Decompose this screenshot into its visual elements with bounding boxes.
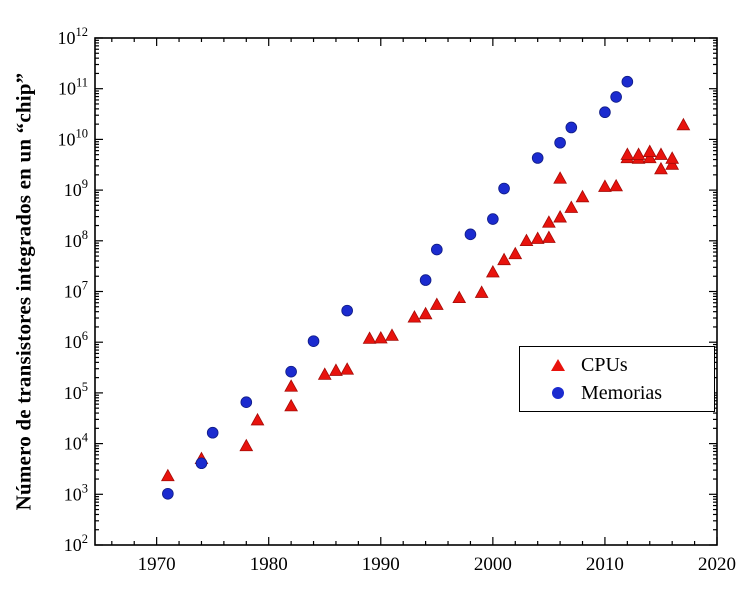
y-tick-label: 102 (64, 532, 88, 555)
y-tick-label: 1011 (58, 76, 88, 99)
data-point-cpu (329, 363, 343, 376)
y-tick-label: 103 (64, 481, 88, 504)
data-point-cpu (474, 285, 489, 298)
legend-label-memorias: Memorias (581, 382, 663, 404)
x-tick-label: 1980 (250, 554, 288, 575)
data-point-cpu (373, 330, 388, 344)
data-point-memoria (610, 91, 622, 103)
y-tick-label: 108 (64, 228, 88, 251)
data-point-cpu (239, 438, 254, 452)
data-point-cpu (609, 178, 624, 192)
plot-frame (94, 37, 718, 546)
data-point-memoria (599, 106, 611, 119)
data-point-memoria (431, 243, 443, 256)
data-point-memoria (464, 228, 477, 241)
data-point-memoria (554, 136, 566, 149)
memory-circle-icon (551, 387, 564, 399)
data-point-cpu (284, 398, 299, 412)
data-point-memoria (240, 396, 253, 409)
y-tick-label: 109 (64, 177, 88, 200)
data-point-cpu (553, 171, 567, 184)
data-point-cpu (452, 290, 467, 304)
legend-row-memorias: Memorias (520, 383, 714, 403)
data-point-cpu (429, 297, 444, 310)
data-point-cpu (620, 147, 635, 160)
data-point-cpu (642, 150, 657, 164)
data-point-cpu (160, 468, 175, 482)
y-tick-label: 1012 (58, 25, 89, 48)
x-tick-label: 1990 (362, 554, 400, 575)
data-point-cpu (530, 231, 545, 244)
data-point-cpu (575, 189, 590, 203)
x-tick-label: 2020 (698, 554, 736, 575)
data-point-memoria (531, 152, 544, 164)
data-point-cpu (631, 147, 646, 160)
data-point-cpu (519, 233, 534, 247)
data-point-cpu (676, 117, 691, 131)
legend-label-cpus: CPUs (581, 354, 628, 376)
y-tick-label: 1010 (58, 126, 89, 149)
x-tick-label: 2010 (586, 554, 624, 575)
data-point-cpu (508, 246, 523, 260)
data-point-memoria (487, 213, 499, 225)
data-point-memoria (341, 304, 353, 317)
data-point-memoria (621, 75, 634, 88)
data-point-memoria (206, 426, 219, 439)
x-tick-label: 1970 (138, 554, 176, 575)
legend: CPUs Memorias (519, 346, 715, 412)
data-point-cpu (497, 252, 511, 266)
data-point-cpu (485, 264, 500, 278)
x-tick-label: 2000 (474, 554, 512, 575)
y-tick-label: 107 (64, 279, 88, 302)
data-point-cpu (418, 306, 433, 320)
data-point-cpu (654, 147, 668, 160)
data-point-memoria (307, 335, 320, 347)
y-tick-label: 104 (64, 431, 89, 454)
data-point-memoria (419, 274, 432, 286)
data-point-cpu (564, 200, 579, 213)
data-point-cpu (542, 215, 556, 228)
data-point-cpu (553, 210, 567, 223)
data-point-memoria (285, 365, 297, 378)
legend-marker-box (550, 386, 565, 400)
data-point-cpu (542, 230, 556, 243)
data-point-cpu (317, 367, 332, 380)
data-point-cpu (385, 328, 399, 341)
data-point-cpu (250, 412, 265, 426)
series-cpus-points (160, 117, 691, 482)
data-point-cpu (654, 161, 668, 175)
data-point-memoria (195, 457, 208, 470)
data-point-cpu (665, 151, 680, 164)
y-tick-label: 106 (64, 329, 88, 352)
cpu-triangle-icon (550, 359, 565, 371)
data-point-cpu (340, 362, 355, 375)
axis-ticks (95, 37, 718, 546)
data-point-memoria (162, 487, 174, 500)
data-point-cpu (598, 179, 612, 192)
data-point-cpu (407, 310, 422, 323)
legend-marker-box (550, 358, 565, 372)
data-point-cpu (362, 331, 377, 344)
data-point-cpu (284, 379, 299, 392)
y-tick-label: 105 (64, 380, 88, 403)
series-memorias-points (162, 75, 634, 500)
axis-tick-labels: 1970 1980 1990 2000 2010 2020 102 103 104 105 106 1… (58, 25, 737, 575)
data-point-cpu (642, 144, 657, 157)
data-point-memoria (565, 121, 578, 134)
data-point-memoria (498, 182, 510, 195)
legend-row-cpus: CPUs (520, 355, 714, 375)
